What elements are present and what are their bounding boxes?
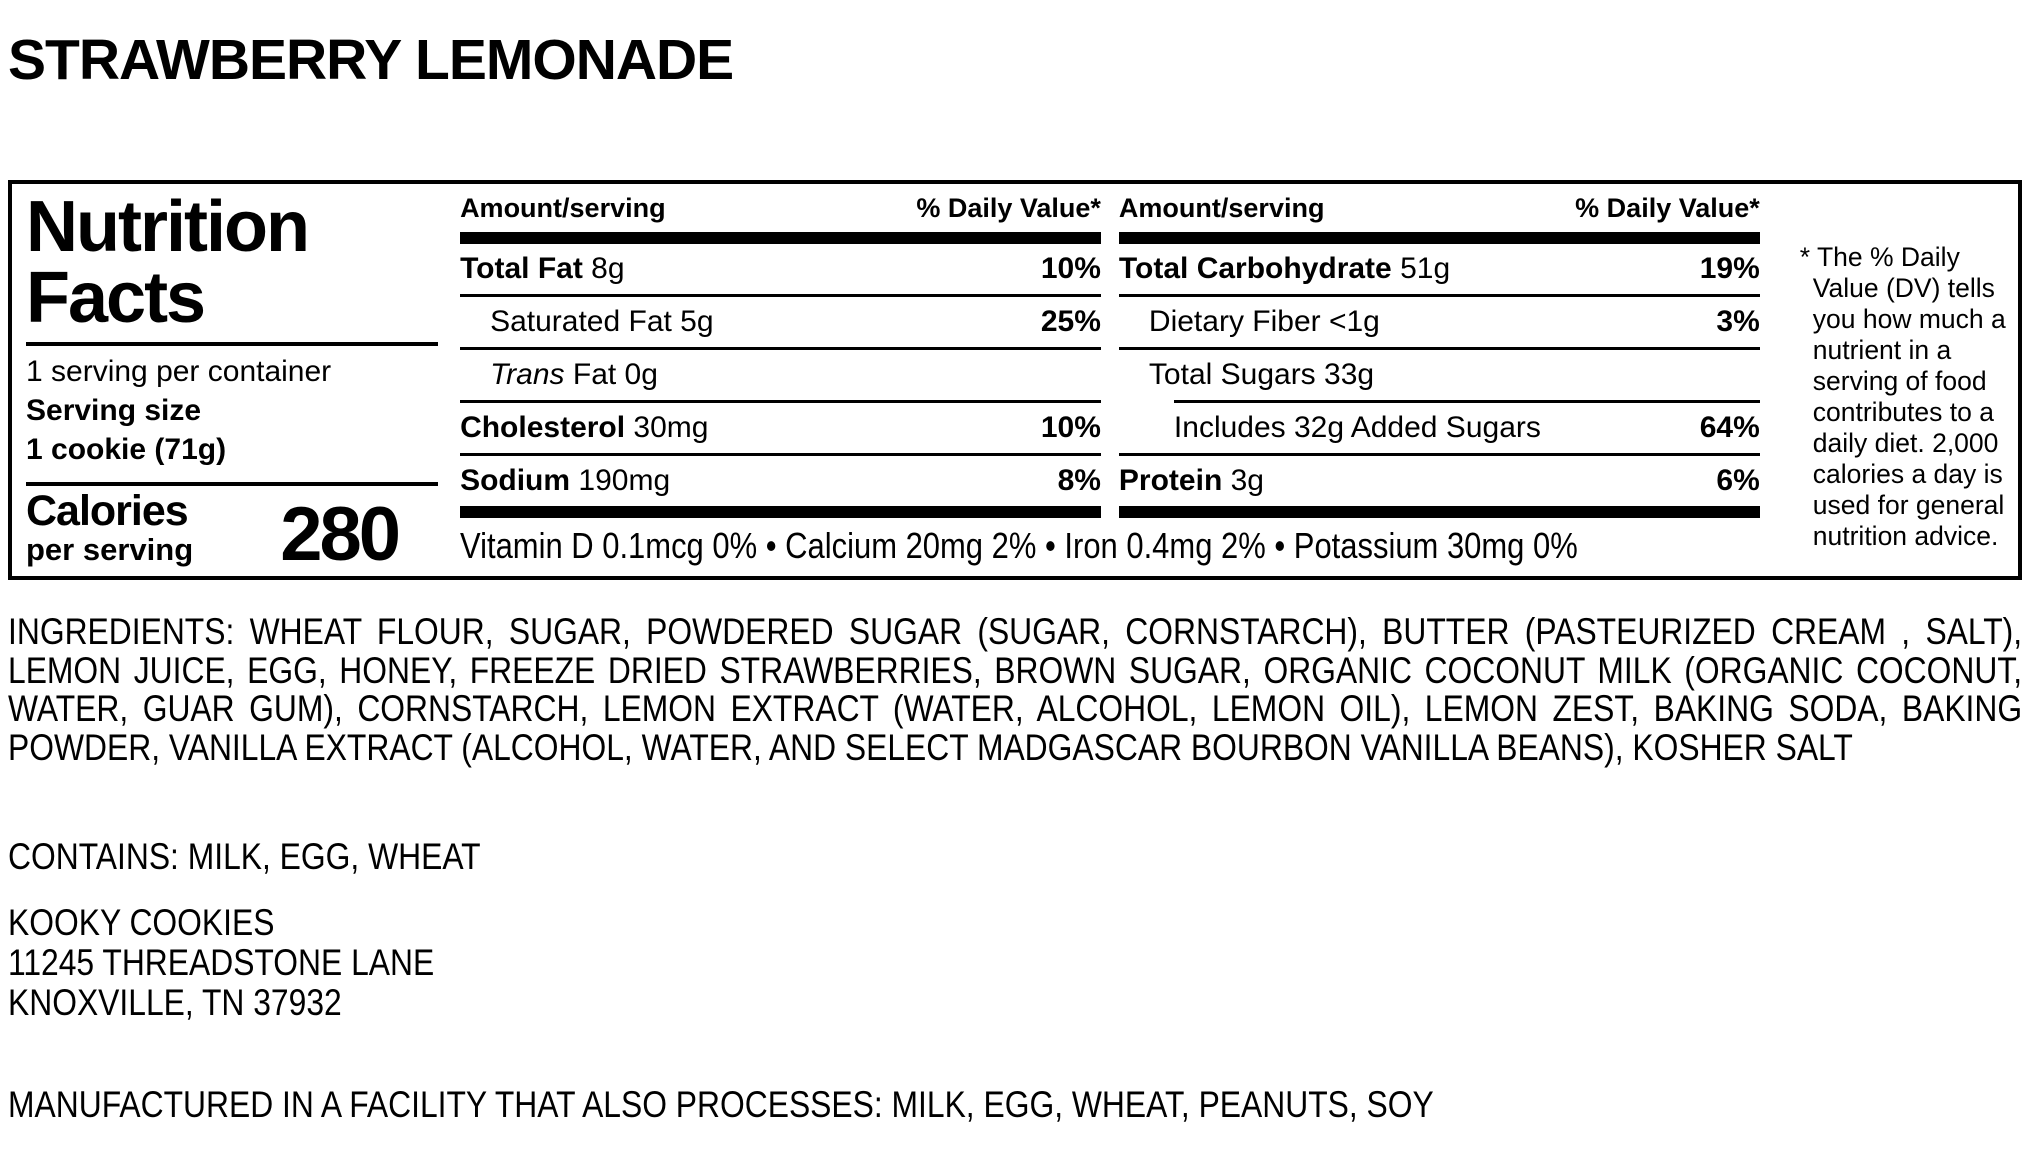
nutrient-label: Dietary Fiber <1g [1148,305,1380,338]
nutrient-row: Dietary Fiber <1g 3% [1119,297,1760,347]
thick-bar [1118,506,1760,518]
micronutrients-line: Vitamin D 0.1mcg 0% • Calcium 20mg 2% • … [460,525,1578,566]
nutrient-label: Total Carbohydrate 51g [1118,252,1451,285]
manufacturer-name: KOOKY COOKIES [8,902,275,943]
daily-value-header: % Daily Value* [916,193,1101,223]
row-divider [460,347,1101,350]
daily-value-percent: 3% [1716,305,1760,338]
nutrient-label: Saturated Fat 5g [490,305,714,338]
product-title: STRAWBERRY LEMONADE [8,28,734,92]
calories-labels: Calories per serving [26,489,193,566]
column-header: Amount/serving % Daily Value* [1119,184,1760,232]
nutrient-label: Total Sugars 33g [1148,358,1375,391]
nutrient-label: Includes 32g Added Sugars [1173,411,1541,444]
thick-bar [460,506,1101,518]
nutrient-row: Cholesterol 30mg 10% [460,403,1101,453]
daily-value-footnote: * The % Daily Value (DV) tells you how m… [1799,242,2006,551]
row-divider [1173,400,1760,403]
row-divider [460,453,1101,456]
nutrient-label: Total Fat 8g [460,252,625,285]
nutrient-row: Protein 3g 6% [1119,456,1760,506]
amount-serving-header: Amount/serving [460,193,666,223]
nutrition-facts-heading: Nutrition Facts [26,187,438,338]
calories-row: Calories per serving 280 [26,489,438,577]
ingredients-statement: INGREDIENTS: WHEAT FLOUR, SUGAR, POWDERE… [8,611,2023,768]
manufacturer-address: 11245 THREADSTONE LANE [8,942,435,983]
nutrient-rows: Total Fat 8g 10% Saturated Fat 5g 25% Trans … [460,244,1101,506]
nutrient-label: Trans Fat 0g [490,358,658,391]
nutrient-row: Sodium 190mg 8% [460,456,1101,506]
thick-bar [1118,232,1760,244]
daily-value-percent: 10% [1040,252,1101,285]
nutrition-facts-heading-line1: Nutrition [26,187,310,267]
left-block-divider [26,482,439,486]
daily-value-percent: 64% [1699,411,1760,444]
serving-size-label: Serving size [26,394,202,427]
nutrient-column-right: Amount/serving % Daily Value* Total Carb… [1118,184,1760,518]
calories-per-serving-label: per serving [26,532,194,567]
contains-statement: CONTAINS: MILK, EGG, WHEAT [8,836,481,877]
row-divider [1118,294,1760,297]
row-divider [460,400,1101,403]
manufacturer-block: KOOKY COOKIES 11245 THREADSTONE LANE KNO… [8,903,2022,1023]
daily-value-header: % Daily Value* [1575,193,1760,223]
nutrient-column-left: Amount/serving % Daily Value* Total Fat … [460,184,1101,518]
nutrient-row: Total Fat 8g 10% [460,244,1101,294]
row-divider [1118,453,1760,456]
manufacturer-city-state-zip: KNOXVILLE, TN 37932 [8,982,342,1023]
daily-value-percent: 6% [1716,464,1760,497]
nutrient-row: Saturated Fat 5g 25% [460,297,1101,347]
nutrition-facts-panel: Nutrition Facts 1 serving per container … [8,180,2022,580]
nutrition-facts-left-block: Nutrition Facts 1 serving per container … [12,184,450,576]
servings-per-container: 1 serving per container [26,355,332,388]
serving-size-value: 1 cookie (71g) [26,433,227,466]
nutrient-row: Includes 32g Added Sugars 64% [1119,403,1760,453]
nutrient-row: Total Carbohydrate 51g 19% [1119,244,1760,294]
calories-label: Calories [26,487,189,535]
nutrient-label: Protein 3g [1118,464,1264,497]
row-divider [460,294,1101,297]
row-divider [1118,347,1760,350]
nutrient-row: Total Sugars 33g [1119,350,1760,400]
nutrient-columns: Amount/serving % Daily Value* Total Fat … [460,184,1760,518]
nutrition-facts-heading-line2: Facts [26,258,206,338]
daily-value-percent: 19% [1699,252,1760,285]
left-block-divider [26,342,439,346]
daily-value-percent: 10% [1040,411,1101,444]
column-header: Amount/serving % Daily Value* [460,184,1101,232]
nutrient-table: Amount/serving % Daily Value* Total Fat … [450,184,1786,576]
nutrient-rows: Total Carbohydrate 51g 19% Dietary Fiber <… [1118,244,1760,506]
thick-bar [460,232,1101,244]
nutrient-row: Trans Fat 0g [460,350,1101,400]
facility-statement: MANUFACTURED IN A FACILITY THAT ALSO PRO… [8,1084,1434,1125]
calories-value: 280 [280,492,401,577]
daily-value-percent: 8% [1057,464,1101,497]
amount-serving-header: Amount/serving [1118,193,1325,223]
daily-value-percent: 25% [1040,305,1101,338]
nutrient-label: Sodium 190mg [460,464,671,497]
nutrient-label: Cholesterol 30mg [460,411,709,444]
